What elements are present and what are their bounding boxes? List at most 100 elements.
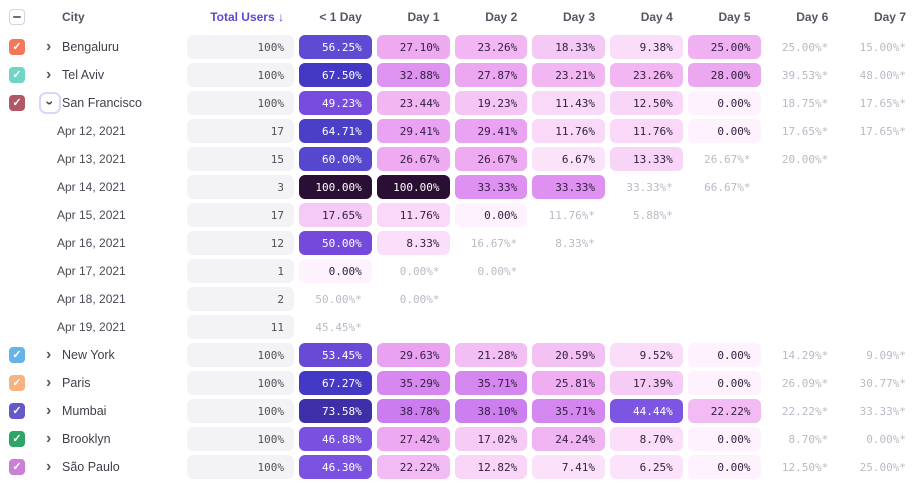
retention-cell[interactable]: 0.00% xyxy=(454,203,528,227)
retention-cell[interactable]: 33.33%* xyxy=(626,180,673,194)
retention-cell[interactable]: 0.00% xyxy=(687,343,761,367)
retention-cell[interactable]: 23.44% xyxy=(376,91,450,115)
retention-cell[interactable]: 35.29% xyxy=(376,371,450,395)
row-checkbox[interactable]: ✓ xyxy=(9,431,25,447)
retention-cell[interactable]: 0.00%* xyxy=(477,264,518,278)
retention-cell[interactable]: 0.00%* xyxy=(866,432,906,446)
column-header-city[interactable]: City xyxy=(62,10,85,24)
retention-cell[interactable]: 11.76% xyxy=(532,119,605,143)
select-all-checkbox[interactable] xyxy=(9,9,25,25)
retention-cell[interactable]: 73.58% xyxy=(299,399,372,423)
retention-cell[interactable]: 8.33%* xyxy=(555,236,595,250)
retention-cell[interactable]: 13.33% xyxy=(610,147,683,171)
retention-cell[interactable]: 12.50% xyxy=(610,91,683,115)
retention-cell[interactable]: 35.71% xyxy=(532,399,605,423)
retention-cell[interactable]: 45.45%* xyxy=(315,320,362,334)
retention-cell[interactable]: 17.65% xyxy=(299,203,372,227)
retention-cell[interactable]: 26.09%* xyxy=(781,376,829,390)
retention-cell[interactable]: 20.00%* xyxy=(781,152,829,166)
retention-cell[interactable]: 23.26% xyxy=(610,63,683,87)
retention-cell[interactable]: 14.29%* xyxy=(781,348,829,362)
retention-cell[interactable]: 0.00% xyxy=(687,427,761,451)
retention-cell[interactable]: 27.10% xyxy=(376,35,450,59)
retention-cell[interactable]: 33.33%* xyxy=(859,404,906,418)
retention-cell[interactable]: 100.00% xyxy=(376,175,450,199)
retention-cell[interactable]: 17.65%* xyxy=(781,124,829,138)
retention-cell[interactable]: 22.22%* xyxy=(781,404,829,418)
retention-cell[interactable]: 0.00% xyxy=(299,259,372,283)
retention-cell[interactable]: 24.24% xyxy=(532,427,605,451)
retention-cell[interactable]: 27.87% xyxy=(454,63,528,87)
retention-cell[interactable]: 29.41% xyxy=(454,119,528,143)
retention-cell[interactable]: 27.42% xyxy=(376,427,450,451)
column-header-day-4[interactable]: Day 4 xyxy=(640,10,673,24)
retention-cell[interactable]: 22.22% xyxy=(687,399,761,423)
retention-cell[interactable]: 11.76%* xyxy=(548,208,595,222)
retention-cell[interactable]: 23.21% xyxy=(532,63,605,87)
expand-chevron-icon[interactable]: › xyxy=(46,346,52,363)
retention-cell[interactable]: 32.88% xyxy=(376,63,450,87)
retention-cell[interactable]: 8.70%* xyxy=(788,432,829,446)
row-checkbox[interactable]: ✓ xyxy=(9,95,25,111)
retention-cell[interactable]: 17.65%* xyxy=(859,96,906,110)
retention-cell[interactable]: 60.00% xyxy=(299,147,372,171)
retention-cell[interactable]: 11.76% xyxy=(610,119,683,143)
retention-cell[interactable]: 17.65%* xyxy=(859,124,906,138)
retention-cell[interactable]: 50.00%* xyxy=(315,292,362,306)
retention-cell[interactable]: 29.63% xyxy=(376,343,450,367)
expand-chevron-icon[interactable]: › xyxy=(46,66,52,83)
expand-chevron-icon[interactable]: › xyxy=(46,374,52,391)
retention-cell[interactable]: 6.67% xyxy=(532,147,605,171)
column-header-day-6[interactable]: Day 6 xyxy=(796,10,829,24)
retention-cell[interactable]: 0.00% xyxy=(687,119,761,143)
expand-chevron-icon[interactable]: › xyxy=(46,430,52,447)
retention-cell[interactable]: 12.50%* xyxy=(781,460,829,474)
retention-cell[interactable]: 12.82% xyxy=(454,455,528,479)
retention-cell[interactable]: 17.39% xyxy=(610,371,683,395)
row-checkbox[interactable]: ✓ xyxy=(9,459,25,475)
retention-cell[interactable]: 11.76% xyxy=(376,203,450,227)
retention-cell[interactable]: 15.00%* xyxy=(859,40,906,54)
retention-cell[interactable]: 50.00% xyxy=(299,231,372,255)
retention-cell[interactable]: 6.25% xyxy=(610,455,683,479)
column-header-day-1[interactable]: Day 1 xyxy=(407,10,440,24)
retention-cell[interactable]: 17.02% xyxy=(454,427,528,451)
retention-cell[interactable]: 25.00%* xyxy=(859,460,906,474)
retention-cell[interactable]: 100.00% xyxy=(299,175,372,199)
retention-cell[interactable]: 22.22% xyxy=(376,455,450,479)
retention-cell[interactable]: 9.38% xyxy=(610,35,683,59)
retention-cell[interactable]: 7.41% xyxy=(532,455,605,479)
retention-cell[interactable]: 66.67%* xyxy=(704,180,751,194)
retention-cell[interactable]: 25.00% xyxy=(687,35,761,59)
retention-cell[interactable]: 8.33% xyxy=(376,231,450,255)
retention-cell[interactable]: 28.00% xyxy=(687,63,761,87)
retention-cell[interactable]: 67.27% xyxy=(299,371,372,395)
expand-chevron-icon[interactable]: › xyxy=(46,402,52,419)
expand-chevron-icon[interactable]: › xyxy=(46,38,52,55)
retention-cell[interactable]: 46.30% xyxy=(299,455,372,479)
column-header-day-7[interactable]: Day 7 xyxy=(873,10,906,24)
row-checkbox[interactable]: ✓ xyxy=(9,347,25,363)
retention-cell[interactable]: 5.88%* xyxy=(633,208,673,222)
retention-cell[interactable]: 53.45% xyxy=(299,343,372,367)
retention-cell[interactable]: 29.41% xyxy=(376,119,450,143)
row-checkbox[interactable]: ✓ xyxy=(9,375,25,391)
retention-cell[interactable]: 33.33% xyxy=(532,175,605,199)
retention-cell[interactable]: 11.43% xyxy=(532,91,605,115)
retention-cell[interactable]: 26.67%* xyxy=(704,152,751,166)
retention-cell[interactable]: 56.25% xyxy=(299,35,372,59)
retention-cell[interactable]: 30.77%* xyxy=(859,376,906,390)
retention-cell[interactable]: 8.70% xyxy=(610,427,683,451)
retention-cell[interactable]: 48.00%* xyxy=(859,68,906,82)
row-checkbox[interactable]: ✓ xyxy=(9,403,25,419)
retention-cell[interactable]: 25.81% xyxy=(532,371,605,395)
retention-cell[interactable]: 44.44% xyxy=(610,399,683,423)
retention-cell[interactable]: 0.00% xyxy=(687,91,761,115)
column-header-total-users[interactable]: Total Users ↓ xyxy=(210,10,284,24)
retention-cell[interactable]: 46.88% xyxy=(299,427,372,451)
retention-cell[interactable]: 23.26% xyxy=(454,35,528,59)
column-header-day-5[interactable]: Day 5 xyxy=(718,10,751,24)
retention-cell[interactable]: 9.52% xyxy=(610,343,683,367)
retention-cell[interactable]: 18.33% xyxy=(532,35,605,59)
retention-cell[interactable]: 33.33% xyxy=(454,175,528,199)
